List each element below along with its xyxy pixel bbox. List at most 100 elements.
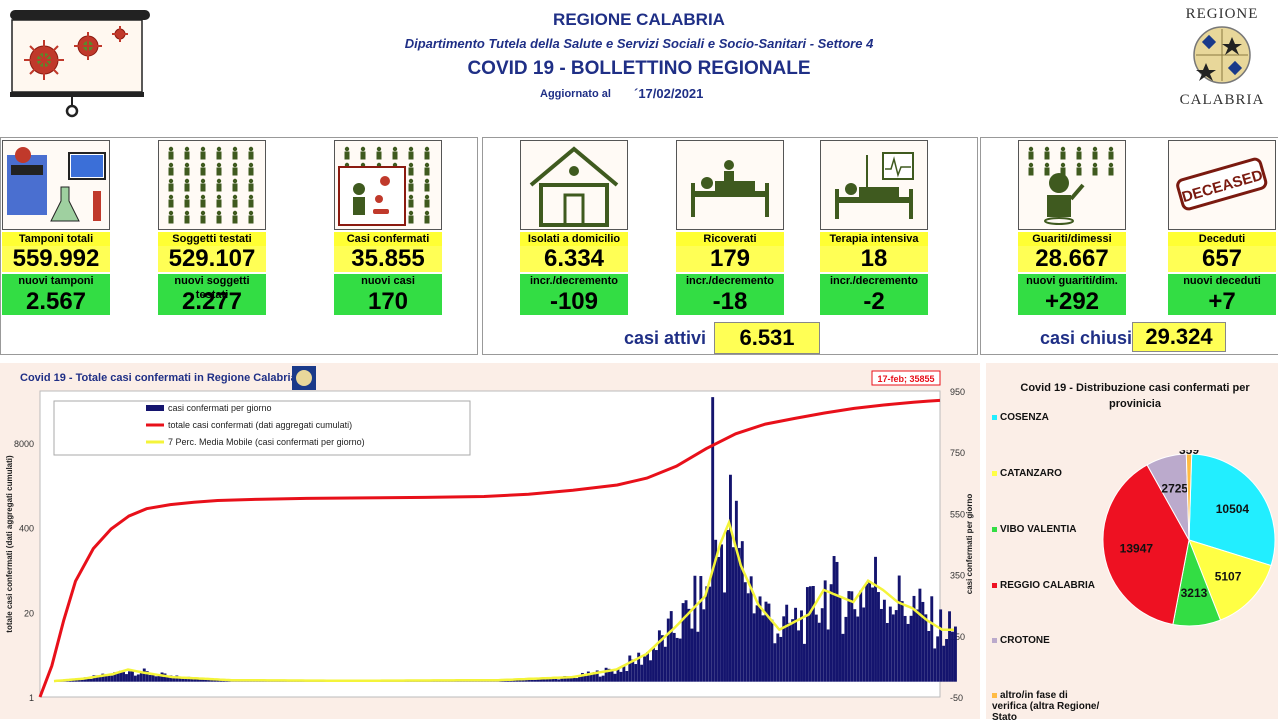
daily-bar [643, 656, 646, 681]
stat-sub-label: incr./decremento [676, 274, 784, 288]
pie-legend-entry: altro/in fase di verifica (altra Regione… [992, 690, 1102, 723]
daily-bar [717, 557, 720, 682]
stat-label: Guariti/dimessi [1018, 232, 1126, 246]
daily-bar [880, 609, 883, 682]
stat-sub-value: +7 [1168, 288, 1276, 315]
daily-bar [143, 669, 146, 682]
daily-bar [921, 602, 924, 682]
annotation-label: 17-feb; 35855 [877, 374, 934, 384]
daily-bar [800, 610, 803, 681]
daily-bar [747, 593, 750, 681]
daily-bar [859, 591, 862, 682]
daily-bar [856, 617, 859, 682]
daily-bar [788, 623, 791, 682]
daily-bar [110, 676, 113, 682]
legend-label: VIBO VALENTIA [1000, 524, 1076, 535]
daily-bar [738, 548, 741, 682]
daily-bar [619, 672, 622, 682]
stat-value: 559.992 [2, 246, 110, 272]
daily-bar [830, 584, 833, 681]
daily-bar [916, 609, 919, 681]
daily-bar [155, 676, 158, 681]
pie-value-label: 2725 [1161, 482, 1188, 496]
stat-value: 529.107 [158, 246, 266, 272]
legend-entry: 7 Perc. Media Mobile (casi confermati pe… [168, 437, 365, 447]
pie-legend-entry: VIBO VALENTIA [992, 524, 1102, 535]
active-cases-value: 6.531 [714, 322, 820, 354]
legend-swatch [992, 693, 997, 698]
daily-bar [590, 674, 593, 681]
stat-label: Casi confermati [334, 232, 442, 246]
daily-bar [833, 556, 836, 682]
daily-bar [602, 676, 605, 682]
daily-bar [699, 576, 702, 682]
legend-entry: totale casi confermati (dati aggregati c… [168, 420, 352, 430]
daily-bar [664, 647, 667, 682]
daily-bar [140, 673, 143, 682]
daily-bar [865, 584, 868, 682]
daily-bar [936, 636, 939, 681]
house-icon [520, 140, 628, 230]
daily-bar [812, 586, 815, 682]
left-tick-label: 20 [24, 608, 34, 618]
daily-bar [693, 576, 696, 682]
stat-sub-value: -18 [676, 288, 784, 315]
daily-bar [732, 547, 735, 681]
daily-bar [649, 660, 652, 681]
daily-bar [682, 603, 685, 682]
daily-bar [646, 652, 649, 682]
daily-bar [951, 632, 954, 682]
legend-swatch [992, 638, 997, 643]
pie-legend-entry: CATANZARO [992, 468, 1102, 479]
daily-bar [744, 582, 747, 681]
stat-sub-value: -109 [520, 288, 628, 315]
daily-bar [901, 601, 904, 682]
daily-bar [534, 680, 537, 682]
page-title: COVID 19 - BOLLETTINO REGIONALE [0, 58, 1278, 80]
daily-bar [942, 646, 945, 682]
daily-bar [918, 589, 921, 682]
stat-sub-value: +292 [1018, 288, 1126, 315]
stat-sub-label: nuovi soggetti testati [158, 274, 266, 288]
left-tick-label: 1 [29, 693, 34, 703]
daily-bar [652, 648, 655, 682]
daily-bar [673, 633, 676, 682]
daily-bar [696, 632, 699, 682]
daily-bar [628, 656, 631, 682]
daily-bar [540, 679, 543, 681]
daily-bar [723, 592, 726, 681]
daily-bar [578, 677, 581, 682]
stat-sub-label: nuovi tamponi [2, 274, 110, 288]
daily-bar [824, 580, 827, 681]
daily-bar [874, 557, 877, 682]
daily-bar [104, 676, 107, 682]
pie-chart-title: Covid 19 - Distribuzione casi confermati… [1010, 380, 1260, 412]
daily-bar [770, 620, 773, 682]
department-subtitle: Dipartimento Tutela della Salute e Servi… [0, 36, 1278, 51]
daily-bar [850, 591, 853, 681]
daily-bar [584, 676, 587, 682]
hospital-bed-icon [676, 140, 784, 230]
active-cases-label: casi attivi [624, 328, 706, 349]
closed-cases-label: casi chiusi [1040, 328, 1132, 349]
updated-date: ´17/02/2021 [634, 86, 703, 101]
daily-bar [948, 611, 951, 681]
stat-sub-label: nuovi deceduti [1168, 274, 1276, 288]
daily-bar [836, 562, 839, 682]
daily-bar [954, 627, 957, 682]
stat-label: Ricoverati [676, 232, 784, 246]
daily-bar [658, 630, 661, 681]
right-tick-label: 550 [950, 509, 965, 519]
pie-value-label: 13947 [1120, 542, 1154, 556]
daily-bar [634, 664, 637, 682]
daily-bar [726, 530, 729, 682]
daily-bar [685, 600, 688, 681]
daily-bar [711, 397, 714, 682]
legend-swatch [992, 471, 997, 476]
daily-bar [702, 609, 705, 681]
stat-sub-value: -2 [820, 288, 928, 315]
